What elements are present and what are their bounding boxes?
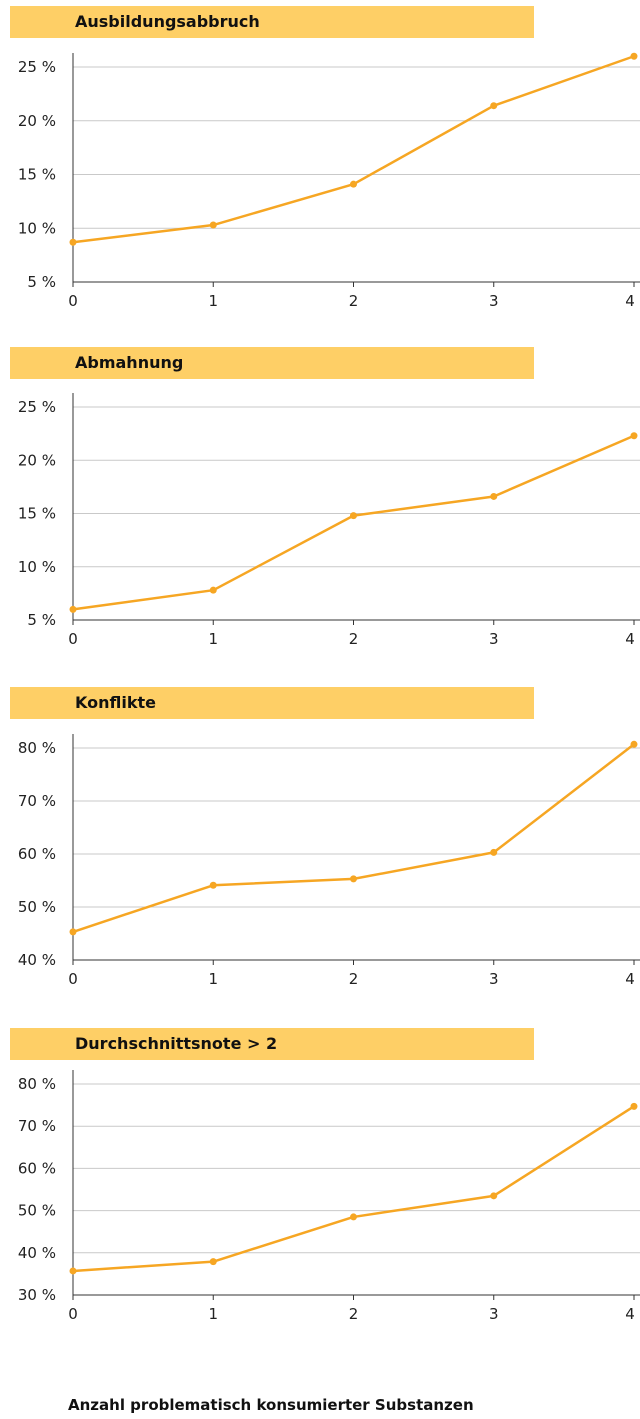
chart-title: Abmahnung — [75, 353, 184, 372]
data-point — [490, 492, 498, 500]
chart-title-bar: Abmahnung — [10, 347, 534, 379]
y-tick-label: 70 % — [18, 792, 56, 810]
chart-title-bar: Ausbildungsabbruch — [10, 6, 534, 38]
series-line — [72, 1105, 635, 1273]
data-point — [350, 1213, 357, 1221]
data-point — [490, 848, 498, 856]
data-point — [630, 740, 638, 748]
x-tick-label: 4 — [625, 630, 635, 648]
y-tick-label: 15 % — [18, 166, 56, 184]
x-tick-label: 0 — [68, 970, 78, 988]
y-tick-label: 80 % — [18, 1075, 56, 1093]
y-tick-label: 20 % — [18, 112, 56, 130]
chart-title: Konflikte — [75, 693, 156, 712]
data-point — [69, 1267, 77, 1275]
x-tick-label: 4 — [625, 292, 635, 310]
y-tick-label: 60 % — [18, 1159, 56, 1177]
x-tick-label: 1 — [208, 1305, 218, 1323]
y-tick-label: 50 % — [18, 1202, 56, 1220]
x-tick-label: 0 — [68, 630, 78, 648]
data-point — [630, 432, 638, 440]
x-axis-label: Anzahl problematisch konsumierter Substa… — [68, 1396, 474, 1414]
y-tick-label: 70 % — [18, 1117, 56, 1135]
data-point — [69, 238, 77, 246]
data-point — [209, 881, 217, 889]
x-tick-label: 1 — [208, 970, 218, 988]
x-tick-label: 4 — [625, 970, 635, 988]
x-tick-label: 3 — [489, 630, 499, 648]
chart-title: Durchschnittsnote > 2 — [75, 1034, 278, 1053]
y-tick-label: 5 % — [27, 611, 56, 629]
x-tick-label: 0 — [68, 1305, 78, 1323]
data-point — [69, 928, 77, 936]
data-point — [490, 102, 498, 110]
data-point — [209, 586, 217, 594]
data-point — [350, 512, 357, 520]
data-point — [630, 1102, 638, 1110]
data-point — [350, 875, 357, 883]
y-tick-label: 5 % — [27, 273, 56, 291]
data-point — [630, 52, 638, 60]
x-tick-label: 3 — [489, 1305, 499, 1323]
x-tick-label: 1 — [208, 292, 218, 310]
x-tick-label: 3 — [489, 970, 499, 988]
y-tick-label: 25 % — [18, 398, 56, 416]
x-tick-label: 0 — [68, 292, 78, 310]
y-tick-label: 40 % — [18, 1244, 56, 1262]
x-tick-label: 1 — [208, 630, 218, 648]
x-tick-label: 2 — [349, 1305, 359, 1323]
data-point — [209, 1258, 217, 1266]
y-tick-label: 25 % — [18, 58, 56, 76]
x-tick-label: 3 — [489, 292, 499, 310]
data-point — [350, 180, 357, 188]
data-point — [209, 221, 217, 229]
data-point — [490, 1192, 498, 1200]
y-tick-label: 80 % — [18, 739, 56, 757]
x-tick-label: 2 — [349, 970, 359, 988]
y-tick-label: 40 % — [18, 951, 56, 969]
x-tick-label: 2 — [349, 630, 359, 648]
chart-title: Ausbildungsabbruch — [75, 12, 260, 31]
y-tick-label: 15 % — [18, 505, 56, 523]
y-tick-label: 30 % — [18, 1286, 56, 1304]
chart-title-bar: Durchschnittsnote > 2 — [10, 1028, 534, 1060]
x-tick-label: 4 — [625, 1305, 635, 1323]
y-tick-label: 60 % — [18, 845, 56, 863]
y-tick-label: 20 % — [18, 451, 56, 469]
y-tick-label: 10 % — [18, 219, 56, 237]
y-tick-label: 10 % — [18, 558, 56, 576]
data-point — [69, 605, 77, 613]
y-tick-label: 50 % — [18, 898, 56, 916]
x-tick-label: 2 — [349, 292, 359, 310]
chart-title-bar: Konflikte — [10, 687, 534, 719]
